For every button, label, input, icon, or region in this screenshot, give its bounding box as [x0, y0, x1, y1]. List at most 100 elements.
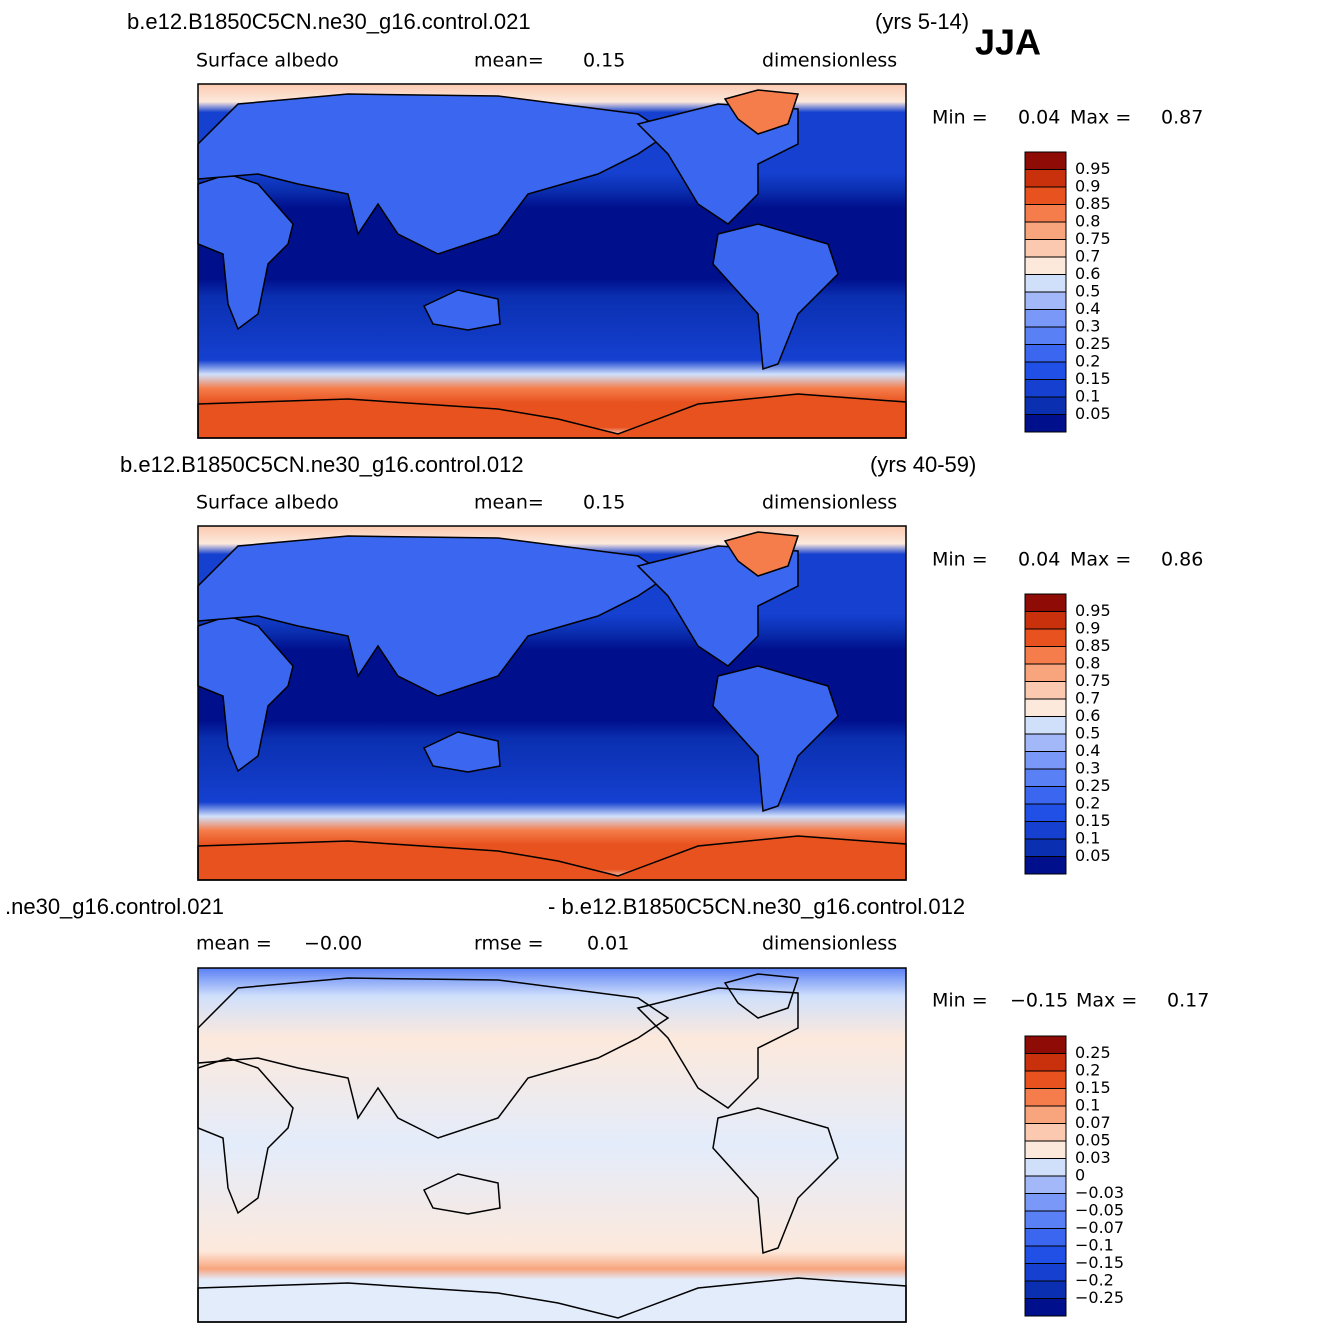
colorbar-label: 0.9 [1075, 177, 1100, 196]
stat-label: rmse = [474, 933, 544, 955]
colorbar-box [1024, 646, 1067, 665]
stat-label: dimensionless [762, 933, 897, 955]
colorbar-box [1024, 361, 1067, 380]
colorbar-label: 0.5 [1075, 282, 1100, 301]
colorbar-box [1024, 593, 1067, 612]
max-value: 0.87 [1161, 107, 1203, 129]
colorbar-box [1024, 1158, 1067, 1177]
colorbar-box [1024, 1123, 1067, 1142]
colorbar-label: −0.25 [1075, 1288, 1124, 1307]
colorbar-box [1024, 274, 1067, 293]
stat-label: mean= [474, 50, 544, 72]
max-label: Max = [1070, 107, 1131, 129]
map [197, 525, 907, 881]
colorbar-label: 0.6 [1075, 264, 1100, 283]
stat-value: 0.01 [587, 933, 629, 955]
colorbar-box [1024, 611, 1067, 630]
colorbar-box [1024, 291, 1067, 310]
max-label: Max = [1076, 990, 1137, 1012]
colorbar-box [1024, 856, 1067, 875]
map-frame [197, 525, 907, 881]
colorbar-label: 0.8 [1075, 212, 1100, 231]
colorbar-label: 0.15 [1075, 369, 1111, 388]
colorbar-label: 0.25 [1075, 334, 1111, 353]
colorbar-label: 0.95 [1075, 159, 1111, 178]
colorbar-label: −0.1 [1075, 1236, 1114, 1255]
colorbar-box [1024, 803, 1067, 822]
colorbar-label: −0.15 [1075, 1253, 1124, 1272]
colorbar-box [1024, 1228, 1067, 1247]
colorbar-label: 0.05 [1075, 404, 1111, 423]
min-value: 0.04 [1018, 549, 1060, 571]
colorbar-box [1024, 1263, 1067, 1282]
colorbar-box [1024, 256, 1067, 275]
colorbar-label: 0.3 [1075, 317, 1100, 336]
colorbar-box [1024, 326, 1067, 345]
colorbar-box [1024, 151, 1067, 170]
max-value: 0.17 [1167, 990, 1209, 1012]
colorbar-box [1024, 628, 1067, 647]
min-value: 0.04 [1018, 107, 1060, 129]
colorbar-label: −0.05 [1075, 1201, 1124, 1220]
colorbar-label: 0.3 [1075, 759, 1100, 778]
map-field [198, 968, 906, 1322]
colorbar-label: 0 [1075, 1166, 1085, 1185]
colorbar-box [1024, 221, 1067, 240]
colorbar-label: 0.75 [1075, 229, 1111, 248]
min-label: Min = [932, 107, 988, 129]
colorbar-box [1024, 663, 1067, 682]
colorbar-box [1024, 379, 1067, 398]
colorbar-box [1024, 1210, 1067, 1229]
colorbar-box [1024, 1035, 1067, 1054]
colorbar-box [1024, 1193, 1067, 1212]
colorbar-label: 0.85 [1075, 194, 1111, 213]
colorbar-label: 0.95 [1075, 601, 1111, 620]
colorbar-label: 0.1 [1075, 387, 1100, 406]
colorbar-box [1024, 1070, 1067, 1089]
colorbar-label: 0.4 [1075, 741, 1100, 760]
min-label: Min = [932, 549, 988, 571]
min-value: −0.15 [1010, 990, 1068, 1012]
colorbar-label: 0.1 [1075, 1096, 1100, 1115]
colorbar-box [1024, 786, 1067, 805]
stat-label: mean= [474, 492, 544, 514]
stat-value: 0.15 [583, 492, 625, 514]
colorbar-box [1024, 1298, 1067, 1317]
colorbar-box [1024, 1175, 1067, 1194]
map [197, 967, 907, 1323]
case-title: b.e12.B1850C5CN.ne30_g16.control.021 [127, 9, 531, 34]
colorbar-label: 0.25 [1075, 1043, 1111, 1062]
colorbar-label: 0.15 [1075, 1078, 1111, 1097]
colorbar-label: 0.05 [1075, 1131, 1111, 1150]
colorbar-box [1024, 169, 1067, 188]
stat-label: Surface albedo [196, 50, 339, 72]
colorbar-box [1024, 821, 1067, 840]
colorbar-label: 0.2 [1075, 1061, 1100, 1080]
colorbar-box [1024, 309, 1067, 328]
colorbar-box [1024, 1280, 1067, 1299]
colorbar-box [1024, 239, 1067, 258]
colorbar-label: 0.7 [1075, 247, 1100, 266]
colorbar-label: −0.2 [1075, 1271, 1114, 1290]
colorbar-box [1024, 716, 1067, 735]
stat-value: −0.00 [304, 933, 362, 955]
colorbar-box [1024, 1245, 1067, 1264]
map-frame [197, 967, 907, 1323]
case-title: b.e12.B1850C5CN.ne30_g16.control.012 [120, 452, 524, 477]
colorbar-box [1024, 768, 1067, 787]
colorbar-label: 0.25 [1075, 776, 1111, 795]
years: (yrs 40-59) [870, 452, 976, 477]
stat-label: Surface albedo [196, 492, 339, 514]
colorbar-box [1024, 186, 1067, 205]
colorbar-label: 0.7 [1075, 689, 1100, 708]
colorbar-box [1024, 1105, 1067, 1124]
colorbar-label: 0.03 [1075, 1148, 1111, 1167]
colorbar-label: 0.9 [1075, 619, 1100, 638]
colorbar-box [1024, 698, 1067, 717]
colorbar-box [1024, 344, 1067, 363]
stat-label: mean = [196, 933, 272, 955]
colorbar-label: 0.05 [1075, 846, 1111, 865]
colorbar-box [1024, 414, 1067, 433]
colorbar-box [1024, 396, 1067, 415]
